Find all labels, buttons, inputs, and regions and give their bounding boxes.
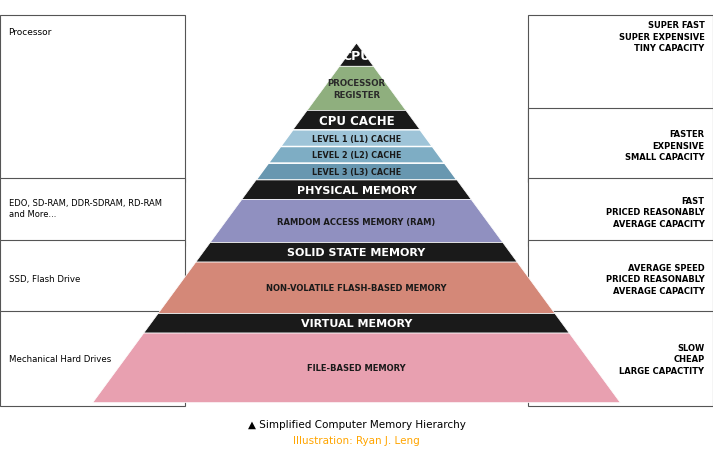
Bar [528, 109, 713, 183]
Polygon shape [196, 243, 517, 263]
Polygon shape [93, 333, 620, 403]
Text: Processor: Processor [9, 28, 52, 37]
Text: ▲ Simplified Computer Memory Hierarchy: ▲ Simplified Computer Memory Hierarchy [247, 419, 466, 429]
Text: SSD, Flash Drive: SSD, Flash Drive [9, 275, 80, 284]
Text: SUPER FAST
SUPER EXPENSIVE
TINY CAPACITY: SUPER FAST SUPER EXPENSIVE TINY CAPACITY [619, 21, 704, 53]
Text: LEVEL 2 (L2) CACHE: LEVEL 2 (L2) CACHE [312, 151, 401, 160]
Polygon shape [242, 181, 471, 200]
Text: FILE-BASED MEMORY: FILE-BASED MEMORY [307, 363, 406, 373]
Polygon shape [144, 314, 569, 333]
Text: Illustration: Ryan J. Leng: Illustration: Ryan J. Leng [293, 435, 420, 445]
Polygon shape [268, 147, 445, 164]
Text: RAMDOM ACCESS MEMORY (RAM): RAMDOM ACCESS MEMORY (RAM) [277, 217, 436, 226]
Polygon shape [293, 111, 420, 131]
Bar [0, 312, 185, 407]
Bar [528, 312, 713, 407]
Text: CPU CACHE: CPU CACHE [319, 114, 394, 127]
Text: AVERAGE SPEED
PRICED REASONABLY
AVERAGE CAPACITY: AVERAGE SPEED PRICED REASONABLY AVERAGE … [606, 263, 704, 295]
Polygon shape [158, 263, 555, 314]
Text: Mechanical Hard Drives: Mechanical Hard Drives [9, 355, 111, 363]
Bar [0, 16, 185, 183]
Bar [528, 178, 713, 247]
Text: CPU: CPU [342, 50, 371, 63]
Bar [528, 16, 713, 183]
Polygon shape [307, 67, 406, 111]
Text: FASTER
EXPENSIVE
SMALL CAPACITY: FASTER EXPENSIVE SMALL CAPACITY [625, 130, 704, 162]
Bar [0, 178, 185, 247]
Bar [0, 241, 185, 318]
Text: LEVEL 1 (L1) CACHE: LEVEL 1 (L1) CACHE [312, 134, 401, 144]
Text: PHYSICAL MEMORY: PHYSICAL MEMORY [297, 185, 416, 195]
Text: EDO, SD-RAM, DDR-SDRAM, RD-RAM
and More...: EDO, SD-RAM, DDR-SDRAM, RD-RAM and More.… [9, 199, 162, 219]
Text: VIRTUAL MEMORY: VIRTUAL MEMORY [301, 319, 412, 329]
Text: FAST
PRICED REASONABLY
AVERAGE CAPACITY: FAST PRICED REASONABLY AVERAGE CAPACITY [606, 197, 704, 228]
Text: NON-VOLATILE FLASH-BASED MEMORY: NON-VOLATILE FLASH-BASED MEMORY [266, 284, 447, 293]
Polygon shape [339, 44, 374, 67]
Bar [528, 241, 713, 318]
Text: PROCESSOR
REGISTER: PROCESSOR REGISTER [327, 78, 386, 100]
Text: SLOW
CHEAP
LARGE CAPACTITY: SLOW CHEAP LARGE CAPACTITY [620, 343, 704, 375]
Polygon shape [256, 164, 457, 181]
Text: LEVEL 3 (L3) CACHE: LEVEL 3 (L3) CACHE [312, 168, 401, 177]
Polygon shape [281, 131, 432, 147]
Polygon shape [210, 200, 503, 243]
Text: SOLID STATE MEMORY: SOLID STATE MEMORY [287, 248, 426, 258]
